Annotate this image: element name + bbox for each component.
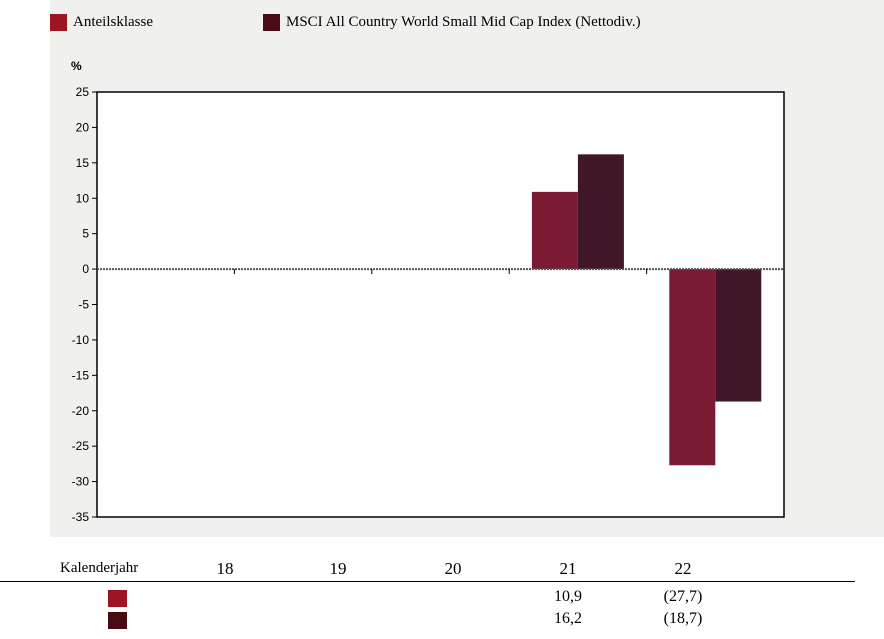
legend-label-index: MSCI All Country World Small Mid Cap Ind… [286, 14, 641, 30]
legend-item-index: MSCI All Country World Small Mid Cap Ind… [263, 14, 641, 31]
data-table: Kalenderjahr 18 19 20 21 22 10,9 (27,7) 16,2 (1… [0, 556, 884, 639]
y-tick-label: 10 [76, 191, 90, 205]
table-year-21: 21 [559, 559, 577, 578]
table-cell-row2-22: (18,7) [663, 610, 703, 627]
bar-chart: % 25 20 15 10 5 0 -5 -10 -15 -20 -25 -30 -35 [71, 59, 785, 524]
table-cell-row2-21: 16,2 [554, 610, 582, 627]
y-tick-label: 25 [76, 85, 90, 99]
y-tick-label: 15 [76, 156, 90, 170]
y-tick-label: -35 [72, 510, 90, 524]
y-tick-label: 5 [82, 227, 89, 241]
legend-item-anteilsklasse: Anteilsklasse [50, 14, 153, 31]
table-year-20: 20 [444, 559, 462, 578]
y-axis-unit-label: % [71, 59, 82, 73]
table-cell-row1-22: (27,7) [663, 588, 703, 605]
y-tick-label: 20 [76, 120, 90, 134]
bar-series-2-22 [715, 269, 762, 402]
y-tick-label: 0 [82, 262, 89, 276]
y-tick-label: -10 [72, 333, 90, 347]
legend-swatch-anteilsklasse [50, 14, 67, 31]
table-cell-row1-21: 10,9 [554, 588, 582, 605]
y-tick-label: -20 [72, 404, 90, 418]
table-year-22: 22 [674, 559, 692, 578]
y-tick-label: -5 [78, 298, 89, 312]
bar-series-1-21 [531, 191, 578, 270]
table-rule [0, 581, 855, 582]
table-row-swatch-index [108, 612, 127, 629]
y-tick-label: -25 [72, 439, 90, 453]
legend-swatch-index [263, 14, 280, 31]
bar-series-2-21 [577, 154, 624, 270]
legend-label-anteilsklasse: Anteilsklasse [73, 14, 153, 30]
table-year-19: 19 [329, 559, 347, 578]
table-year-18: 18 [216, 559, 234, 578]
bar-series-1-22 [669, 269, 716, 466]
y-tick-label: -30 [72, 475, 90, 489]
table-row-swatch-anteilsklasse [108, 590, 127, 607]
y-tick-label: -15 [72, 368, 90, 382]
table-header-label: Kalenderjahr [60, 560, 139, 576]
